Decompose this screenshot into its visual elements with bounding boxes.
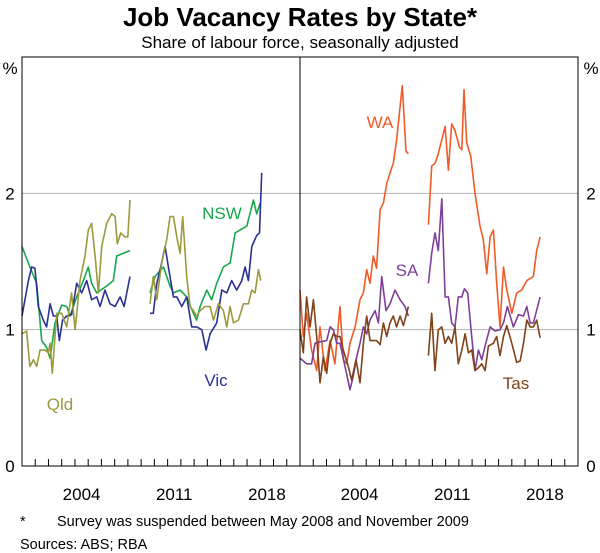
y-unit-right: % (583, 59, 598, 78)
series-line-qld (21, 200, 131, 375)
series-line-sa (427, 198, 541, 372)
series-label-sa: SA (396, 261, 419, 280)
series-line-qld (149, 215, 262, 328)
series-label-vic: Vic (204, 371, 228, 390)
x-tick-label: 2004 (63, 485, 101, 504)
footnote-text: Survey was suspended between May 2008 an… (57, 514, 469, 530)
sources-text: Sources: ABS; RBA (20, 537, 148, 553)
series-label-qld: Qld (47, 395, 73, 414)
series-line-tas (299, 296, 410, 384)
series-line-nsw (149, 199, 261, 321)
footnote-marker: * (20, 514, 26, 530)
series-line-sa (299, 275, 410, 391)
x-tick-label: 2011 (156, 485, 193, 504)
series-line-wa (427, 88, 541, 328)
series-line-tas (427, 312, 541, 372)
plot-lines: NSW Vic Qld WA SA Tas (21, 84, 541, 414)
series-label-nsw: NSW (202, 204, 242, 223)
x-tick-label: 2011 (434, 485, 471, 504)
y-unit-left: % (2, 59, 17, 78)
x-tick-label: 2018 (526, 485, 564, 504)
series-line-vic (150, 172, 263, 351)
chart-subtitle: Share of labour force, seasonally adjust… (141, 33, 459, 52)
y-tick-label: 2 (5, 184, 14, 203)
x-tick-label: 2004 (341, 485, 379, 504)
axes: 0 1 2 2004 2011 2018 0 1 2 2004 2011 2018 (5, 184, 595, 504)
series-label-tas: Tas (503, 374, 529, 393)
y-tick-label: 0 (5, 457, 14, 476)
y-tick-label: 2 (586, 184, 595, 203)
series-label-wa: WA (367, 113, 394, 132)
x-tick-label: 2018 (248, 485, 286, 504)
y-tick-label: 0 (586, 457, 595, 476)
chart-title: Job Vacancy Rates by State* (123, 2, 478, 32)
y-tick-label: 1 (586, 321, 595, 340)
y-tick-label: 1 (5, 321, 14, 340)
